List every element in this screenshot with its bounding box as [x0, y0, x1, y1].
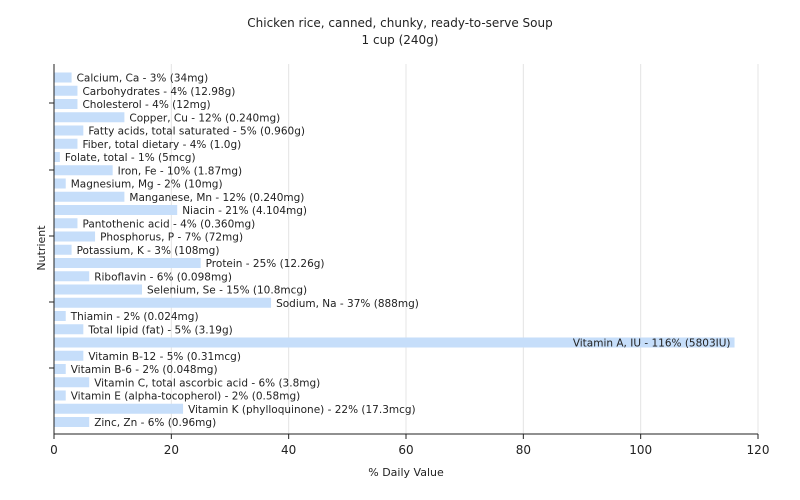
bar — [54, 390, 66, 401]
bar-label: Manganese, Mn - 12% (0.240mg) — [129, 192, 304, 204]
bar — [54, 364, 66, 374]
bar — [54, 403, 184, 414]
bar-label: Selenium, Se - 15% (10.8mcg) — [147, 285, 307, 297]
bar-label: Copper, Cu - 12% (0.240mg) — [129, 112, 280, 124]
bar — [54, 350, 84, 361]
bar-label: Carbohydrates - 4% (12.98g) — [82, 86, 235, 98]
bar-label: Total lipid (fat) - 5% (3.19g) — [87, 324, 232, 336]
bar — [54, 324, 84, 335]
bar — [54, 311, 66, 321]
x-tick-label: 40 — [281, 443, 296, 457]
bar — [54, 191, 125, 202]
x-tick-label: 120 — [747, 443, 770, 457]
bar-label: Vitamin C, total ascorbic acid - 6% (3.8… — [94, 377, 320, 389]
bar-label: Riboflavin - 6% (0.098mg) — [94, 271, 232, 283]
bar-label: Vitamin B-12 - 5% (0.31mcg) — [88, 351, 241, 363]
grid-lines — [170, 64, 759, 434]
bar — [54, 72, 72, 83]
bar-label: Vitamin K (phylloquinone) - 22% (17.3mcg… — [188, 404, 416, 416]
bar-label: Vitamin A, IU - 116% (5803IU) — [573, 338, 731, 350]
bar-label: Vitamin B-6 - 2% (0.048mg) — [71, 364, 218, 376]
bar-label: Sodium, Na - 37% (888mg) — [276, 298, 419, 310]
bar — [54, 284, 142, 295]
bar — [54, 231, 96, 242]
bar-label: Potassium, K - 3% (108mg) — [77, 245, 220, 257]
x-axis-label: % Daily Value — [368, 466, 444, 479]
bars: Calcium, Ca - 3% (34mg)Carbohydrates - 4… — [54, 72, 735, 429]
bar-label: Phosphorus, P - 7% (72mg) — [100, 232, 243, 244]
bar-label: Fatty acids, total saturated - 5% (0.960… — [88, 126, 305, 138]
bar-label: Folate, total - 1% (5mcg) — [65, 152, 196, 164]
bar-label: Vitamin E (alpha-tocopherol) - 2% (0.58m… — [71, 391, 301, 403]
bar-label: Thiamin - 2% (0.024mg) — [70, 311, 199, 323]
bar-label: Cholesterol - 4% (12mg) — [82, 99, 210, 111]
y-axis-label: Nutrient — [35, 225, 48, 271]
bar — [54, 85, 78, 96]
bar — [54, 417, 90, 427]
bar — [54, 138, 78, 149]
bar — [54, 112, 125, 123]
x-tick-label: 80 — [516, 443, 531, 457]
bar — [54, 377, 90, 388]
x-tick-label: 60 — [398, 443, 413, 457]
bar — [54, 244, 72, 255]
x-tick-label: 100 — [629, 443, 652, 457]
bar-label: Fiber, total dietary - 4% (1.0g) — [82, 139, 241, 151]
bar-label: Pantothenic acid - 4% (0.360mg) — [82, 218, 255, 230]
chart-title: Chicken rice, canned, chunky, ready-to-s… — [247, 16, 552, 30]
bar — [54, 218, 78, 229]
bar-label: Iron, Fe - 10% (1.87mg) — [118, 165, 242, 177]
bar — [54, 178, 66, 189]
bar — [54, 297, 272, 308]
bar-label: Calcium, Ca - 3% (34mg) — [77, 73, 209, 85]
bar-label: Zinc, Zn - 6% (0.96mg) — [94, 417, 216, 429]
axes: 0 20 40 60 80 100 120 — [49, 64, 769, 457]
bar — [54, 271, 90, 282]
x-tick-label: 0 — [50, 443, 58, 457]
bar-label: Niacin - 21% (4.104mg) — [182, 205, 307, 217]
bar — [54, 337, 735, 348]
bar — [54, 152, 60, 162]
bar — [54, 165, 113, 176]
bar — [54, 258, 201, 268]
chart-subtitle: 1 cup (240g) — [362, 33, 439, 47]
bar — [54, 125, 84, 136]
bar-label: Magnesium, Mg - 2% (10mg) — [71, 179, 223, 191]
x-tick-label: 20 — [164, 443, 179, 457]
bar — [54, 205, 178, 215]
bar-label: Protein - 25% (12.26g) — [206, 258, 325, 270]
bar — [54, 99, 78, 109]
